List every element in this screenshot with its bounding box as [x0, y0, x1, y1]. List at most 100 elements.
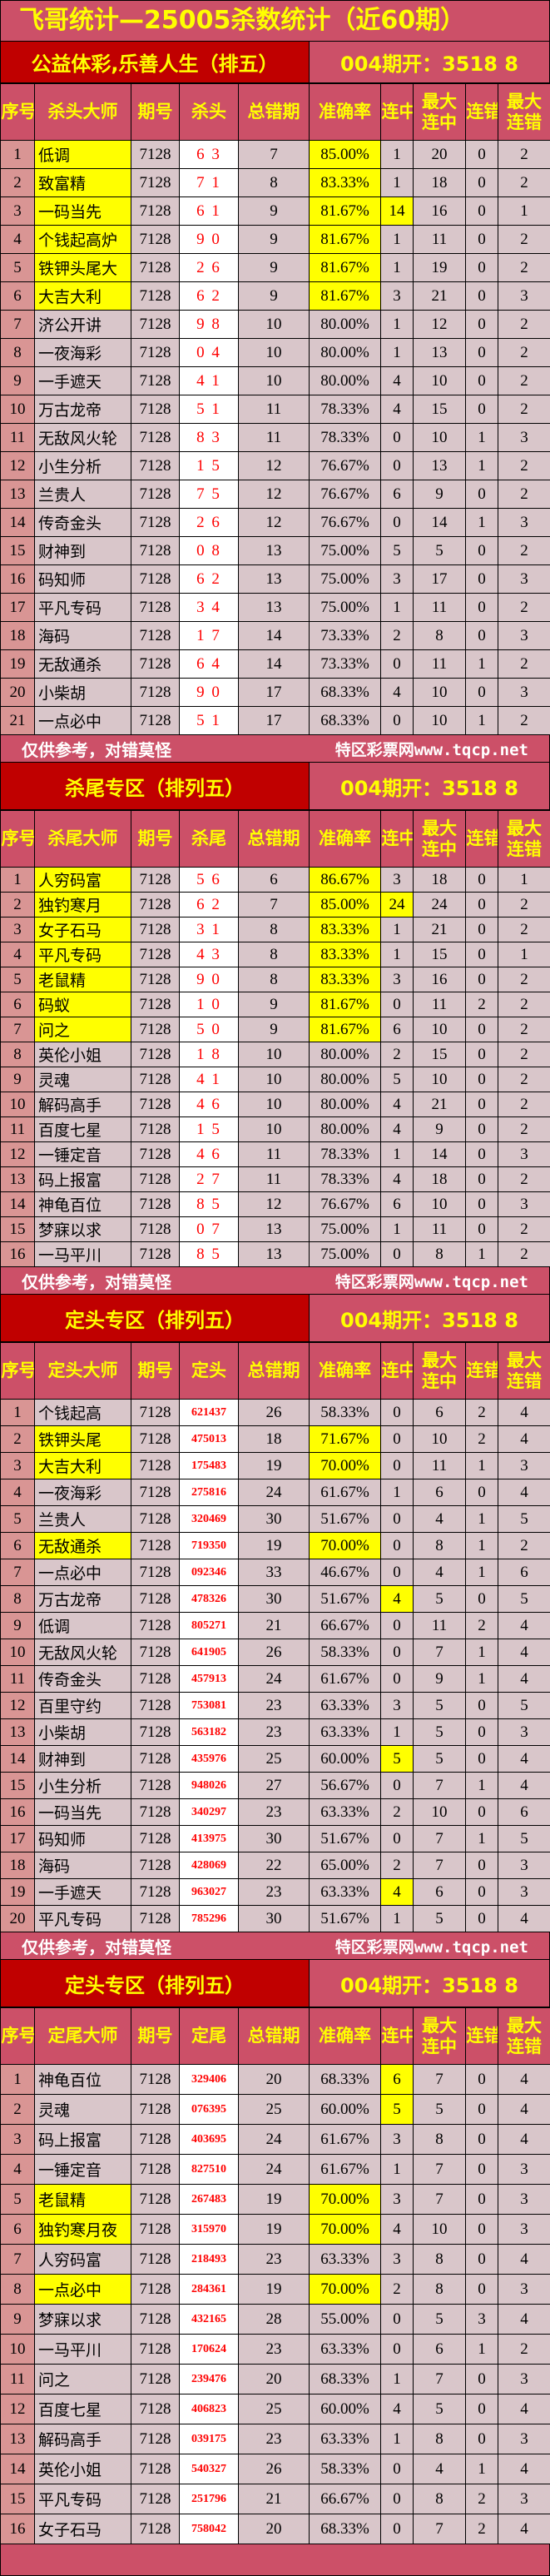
- cell-acc: 78.33%: [310, 1142, 381, 1167]
- cell-name: 铁钾头尾: [35, 1426, 131, 1453]
- cell-seq: 10: [1, 1639, 35, 1666]
- column-header-label: 连中: [381, 2026, 414, 2046]
- cell-max-miss: 2: [498, 480, 550, 509]
- cell-period: 7128: [131, 1559, 180, 1586]
- cell-kill: 315970: [180, 2215, 239, 2245]
- cell-max-miss: 2: [498, 141, 550, 169]
- cell-seq: 16: [1, 1799, 35, 1826]
- cell-kill: 320469: [180, 1506, 239, 1533]
- cell-max-streak: 8: [414, 2125, 466, 2155]
- cell-streak: 0: [381, 2454, 414, 2484]
- cell-acc: 83.33%: [310, 967, 381, 992]
- cell-max-miss: 4: [498, 1479, 550, 1506]
- cell-period: 7128: [131, 141, 180, 169]
- cell-miss: 0: [466, 868, 498, 893]
- cell-streak: 1: [381, 339, 414, 367]
- cell-name: 个钱起高炉: [35, 226, 131, 254]
- cell-miss: 0: [466, 1042, 498, 1067]
- cell-miss: 0: [466, 1586, 498, 1613]
- cell-name: 一码当先: [35, 197, 131, 226]
- site-link[interactable]: 特区彩票网www.tqcp.net: [335, 738, 528, 760]
- cell-seq: 2: [1, 1426, 35, 1453]
- cell-kill: 7 5: [180, 480, 239, 509]
- cell-max-miss: 2: [498, 992, 550, 1017]
- cell-acc: 70.00%: [310, 1533, 381, 1559]
- cell-acc: 80.00%: [310, 1092, 381, 1117]
- cell-streak: 0: [381, 1773, 414, 1799]
- cell-streak: 1: [381, 226, 414, 254]
- cell-errors: 19: [239, 1533, 310, 1559]
- column-header-seq: 序号: [1, 2008, 35, 2065]
- cell-miss: 1: [466, 1533, 498, 1559]
- cell-kill: 092346: [180, 1559, 239, 1586]
- cell-streak: 0: [381, 992, 414, 1017]
- cell-miss: 0: [466, 2424, 498, 2454]
- cell-period: 7128: [131, 2424, 180, 2454]
- column-header-label: 最大连错: [506, 818, 542, 858]
- cell-seq: 7: [1, 1559, 35, 1586]
- cell-max-streak: 11: [414, 226, 466, 254]
- site-link[interactable]: 特区彩票网www.tqcp.net: [335, 1270, 528, 1292]
- cell-acc: 81.67%: [310, 197, 381, 226]
- cell-kill: 948026: [180, 1773, 239, 1799]
- cell-name: 无敌风火轮: [35, 1639, 131, 1666]
- cell-name: 海码: [35, 622, 131, 650]
- cell-streak: 2: [381, 1042, 414, 1067]
- cell-errors: 10: [239, 311, 310, 339]
- cell-max-streak: 18: [414, 169, 466, 197]
- column-header-max-streak: 最大连中: [414, 811, 466, 868]
- table-header-row: 序号定尾大师期号定尾总错期准确率连中最大连中连错最大连错: [1, 2008, 550, 2065]
- cell-acc: 58.33%: [310, 2454, 381, 2484]
- site-link[interactable]: 特区彩票网www.tqcp.net: [335, 1935, 528, 1957]
- cell-name: 致富精: [35, 169, 131, 197]
- column-header-miss: 连错: [466, 1343, 498, 1400]
- cell-errors: 21: [239, 2484, 310, 2514]
- cell-acc: 55.00%: [310, 2305, 381, 2335]
- cell-max-streak: 5: [414, 2095, 466, 2125]
- cell-errors: 13: [239, 1217, 310, 1242]
- cell-period: 7128: [131, 1666, 180, 1693]
- cell-seq: 15: [1, 2484, 35, 2514]
- cell-max-streak: 14: [414, 509, 466, 537]
- cell-max-miss: 3: [498, 2185, 550, 2215]
- cell-streak: 3: [381, 565, 414, 594]
- cell-errors: 12: [239, 452, 310, 480]
- cell-name: 无敌风火轮: [35, 424, 131, 452]
- cell-period: 7128: [131, 893, 180, 918]
- cell-max-miss: 4: [498, 1613, 550, 1639]
- cell-streak: 5: [381, 2095, 414, 2125]
- cell-streak: 2: [381, 622, 414, 650]
- cell-seq: 20: [1, 1906, 35, 1932]
- cell-max-streak: 6: [414, 1879, 466, 1906]
- cell-period: 7128: [131, 2155, 180, 2185]
- column-header-label: 准确率: [319, 1360, 371, 1380]
- column-header-miss: 连错: [466, 84, 498, 141]
- cell-period: 7128: [131, 868, 180, 893]
- cell-seq: 16: [1, 2514, 35, 2544]
- cell-miss: 0: [466, 197, 498, 226]
- cell-streak: 1: [381, 1479, 414, 1506]
- cell-max-miss: 2: [498, 967, 550, 992]
- cell-miss: 0: [466, 2095, 498, 2125]
- cell-period: 7128: [131, 1479, 180, 1506]
- cell-seq: 6: [1, 2215, 35, 2245]
- column-header-streak: 连中: [381, 2008, 414, 2065]
- cell-miss: 1: [466, 2454, 498, 2484]
- cell-period: 7128: [131, 197, 180, 226]
- cell-kill: 267483: [180, 2185, 239, 2215]
- cell-max-miss: 2: [498, 1167, 550, 1192]
- cell-acc: 61.67%: [310, 1479, 381, 1506]
- cell-miss: 0: [466, 679, 498, 707]
- cell-max-miss: 3: [498, 1142, 550, 1167]
